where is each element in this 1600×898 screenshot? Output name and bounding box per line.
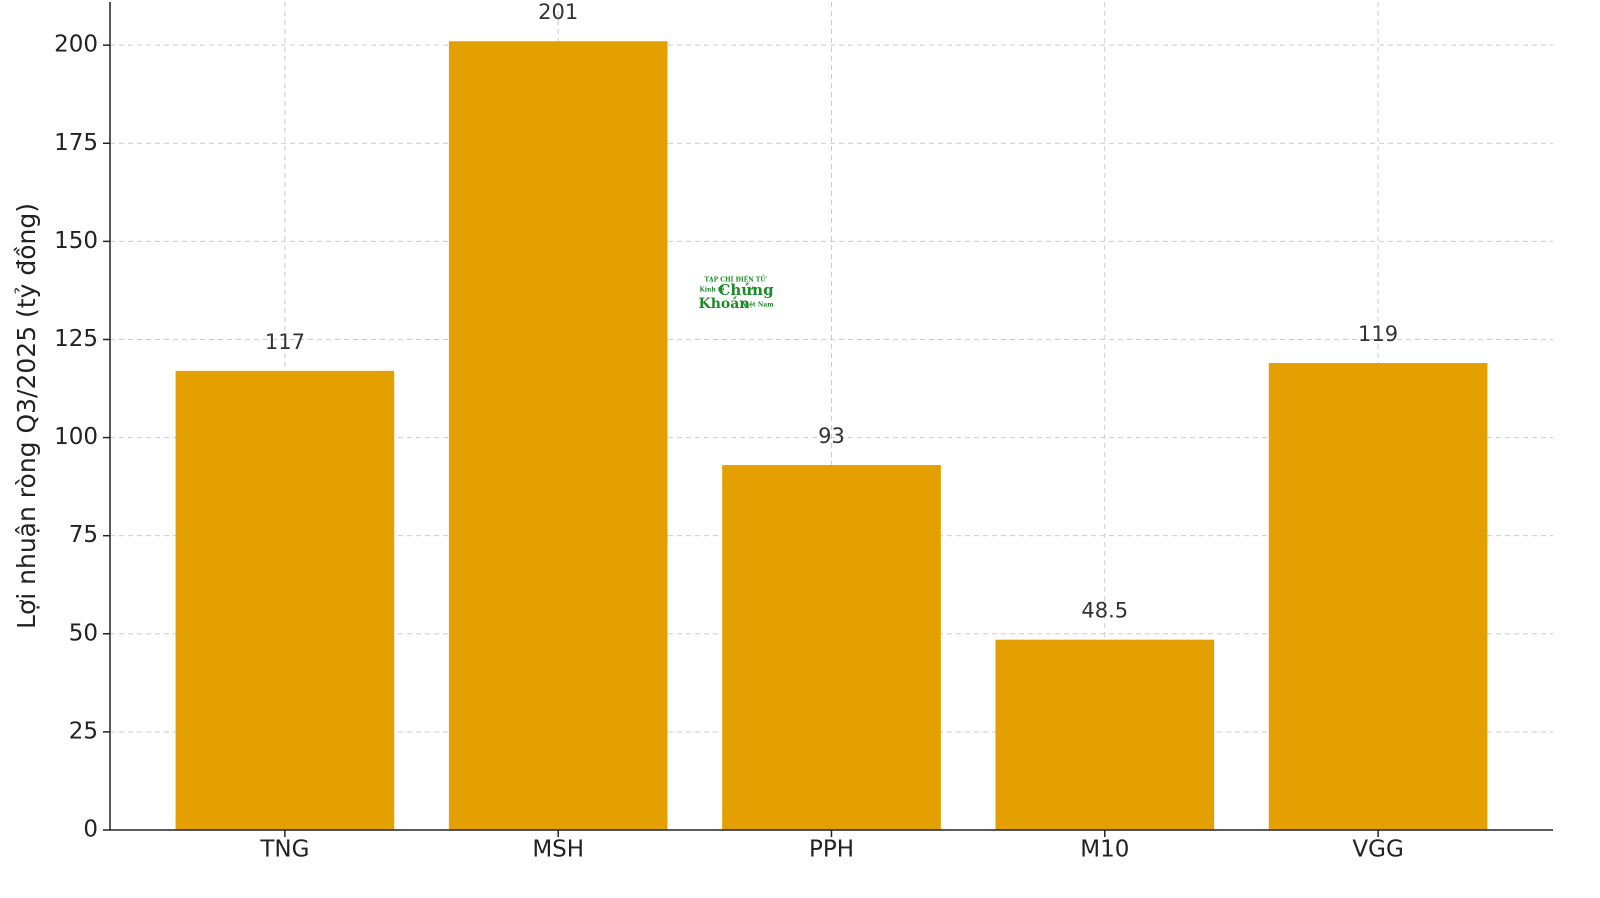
plot: 0 25 50 75 100 125 150 175 200 117 TNG 201 MSH 93 PPH 4… — [54, 0, 1553, 863]
y-tick-label: 100 — [54, 424, 98, 450]
y-tick-label: 150 — [54, 228, 98, 254]
value-label: 93 — [818, 424, 845, 448]
value-label: 201 — [538, 0, 578, 24]
bar — [1268, 363, 1488, 830]
y-tick-label: 75 — [69, 522, 98, 548]
bar — [175, 370, 395, 830]
bar — [448, 41, 668, 831]
watermark-text: Khoán — [699, 296, 750, 312]
y-tick-label: 50 — [69, 620, 98, 646]
watermark-text: TẠP CHÍ ĐIỆN TỬ — [705, 276, 768, 284]
value-label: 48.5 — [1081, 599, 1128, 623]
value-label: 119 — [1358, 322, 1398, 346]
bar — [722, 465, 941, 830]
x-tick-label: M10 — [1080, 837, 1129, 863]
x-tick-label: PPH — [809, 837, 854, 863]
x-tick-label: MSH — [532, 837, 584, 863]
y-tick-label: 25 — [69, 718, 98, 744]
x-tick-label: VGG — [1352, 837, 1403, 863]
y-axis-label: Lợi nhuận ròng Q3/2025 (tỷ đồng) — [12, 203, 41, 629]
y-tick-label: 200 — [54, 32, 98, 58]
y-tick-label: 125 — [54, 326, 98, 352]
watermark-text: Chứng — [718, 281, 774, 299]
watermark: TẠP CHÍ ĐIỆN TỬ Kinh tế Chứng Khoán Việt… — [699, 276, 775, 313]
x-tick-label: TNG — [259, 837, 309, 863]
y-tick-label: 175 — [54, 130, 98, 156]
value-label: 117 — [265, 330, 305, 354]
watermark-text: Việt Nam — [741, 302, 774, 309]
bar — [995, 639, 1215, 830]
watermark-text: Kinh tế — [700, 287, 725, 294]
y-tick-label: 0 — [83, 817, 98, 843]
